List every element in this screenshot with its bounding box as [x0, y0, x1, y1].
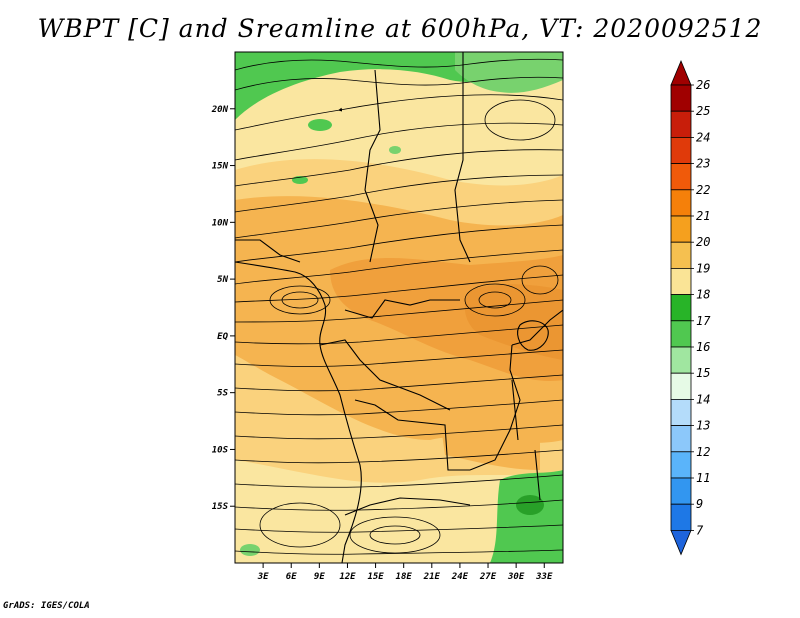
lon-tick-label: 30E — [507, 572, 525, 582]
lake-tanganyika — [511, 379, 519, 441]
colorbar-label: 21 — [696, 209, 710, 223]
border-c — [344, 299, 460, 319]
lat-tick-label: 5N — [217, 275, 228, 285]
colorbar-segment — [670, 294, 692, 322]
colorbar-label: 23 — [696, 157, 710, 171]
streamlines — [235, 58, 563, 555]
colorbar-segment — [670, 136, 692, 164]
colorbar-label: 18 — [696, 288, 710, 302]
map-frame — [234, 51, 564, 564]
coastline-west — [235, 261, 362, 563]
colorbar-top-arrow — [670, 59, 692, 86]
lon-tick-label: 12E — [339, 572, 356, 582]
colorbar-label: 17 — [696, 314, 711, 328]
longitude-axis: 3E 6E 9E 12E 15E 18E 21E 24E 27E 30E 33E — [257, 563, 553, 582]
colorbar-segment — [670, 372, 692, 400]
lon-tick-label: 18E — [396, 572, 413, 582]
colorbar-label: 13 — [696, 419, 710, 433]
lat-tick-label: EQ — [217, 332, 228, 342]
lon-tick-label: 15E — [367, 572, 384, 582]
border-f — [344, 497, 471, 516]
lake-victoria — [517, 320, 549, 351]
colorbar-label: 25 — [696, 104, 710, 118]
lon-tick-label: 24E — [451, 572, 469, 582]
colorbar-segment — [670, 346, 692, 374]
country-borders — [235, 52, 563, 563]
colorbar-label: 22 — [696, 183, 710, 197]
warm-orange-east — [464, 284, 563, 360]
colorbar-segment — [670, 503, 692, 531]
colorbar-segment — [670, 425, 692, 453]
pale-north-interior — [300, 104, 520, 153]
border-d — [319, 339, 451, 411]
colorbar-segment — [670, 84, 692, 112]
colorbar-label: 24 — [696, 130, 710, 144]
green-patch-d — [516, 495, 544, 515]
colorbar-segment — [670, 320, 692, 348]
colorbar-segment — [670, 477, 692, 505]
green-patch-e — [240, 544, 260, 556]
lat-tick-label: 20N — [211, 105, 229, 115]
colorbar: 26 25 24 23 22 21 20 19 18 17 16 15 14 13 12 11 9 7 — [670, 59, 711, 556]
colorbar-label: 7 — [696, 523, 704, 537]
green-patch-c — [389, 146, 401, 154]
colorbar-label: 12 — [696, 445, 710, 459]
colorbar-bottom-arrow — [670, 530, 692, 556]
lon-tick-label: 3E — [257, 572, 269, 582]
colorbar-segment — [670, 110, 692, 138]
chart-title: WBPT [C] and Sreamline at 600hPa, VT: 20… — [37, 14, 763, 43]
lon-tick-label: 6E — [286, 572, 297, 582]
border-e — [354, 399, 470, 471]
colorbar-segment — [670, 398, 692, 426]
colorbar-label: 14 — [696, 392, 710, 406]
lat-tick-label: 10S — [212, 445, 229, 455]
lon-tick-label: 33E — [535, 572, 553, 582]
lon-tick-label: 27E — [479, 572, 497, 582]
latitude-axis: 20N 15N 10N 5N EQ 5S 10S 15S — [211, 105, 235, 512]
lat-tick-label: 15N — [212, 162, 229, 172]
border-h — [511, 309, 563, 346]
colorbar-label: 11 — [696, 471, 710, 485]
colorbar-label: 19 — [696, 261, 710, 275]
colorbar-segment — [670, 241, 692, 269]
wbpt-field — [235, 52, 563, 563]
lat-tick-label: 10N — [212, 218, 229, 228]
lat-tick-label: 5S — [217, 389, 228, 399]
colorbar-label: 26 — [696, 78, 710, 92]
colorbar-segment — [670, 267, 692, 295]
lat-tick-label: 15S — [212, 502, 229, 512]
green-patch-a — [308, 119, 332, 131]
colorbar-label: 15 — [696, 366, 710, 380]
colorbar-label: 9 — [696, 497, 703, 511]
lon-tick-label: 9E — [314, 572, 325, 582]
colorbar-label: 16 — [696, 340, 710, 354]
lon-tick-label: 21E — [423, 572, 441, 582]
border-a — [364, 69, 381, 263]
map-panel[interactable] — [235, 52, 563, 563]
lake-malawi — [534, 449, 541, 501]
colorbar-label: 20 — [696, 235, 710, 249]
colorbar-segment — [670, 163, 692, 191]
border-i — [235, 239, 301, 263]
border-b — [454, 52, 471, 263]
colorbar-segment — [670, 451, 692, 479]
colorbar-segment — [670, 189, 692, 217]
grads-credit: GrADS: IGES/COLA — [3, 601, 90, 611]
green-south-east — [490, 470, 563, 563]
colorbar-segment — [670, 215, 692, 243]
